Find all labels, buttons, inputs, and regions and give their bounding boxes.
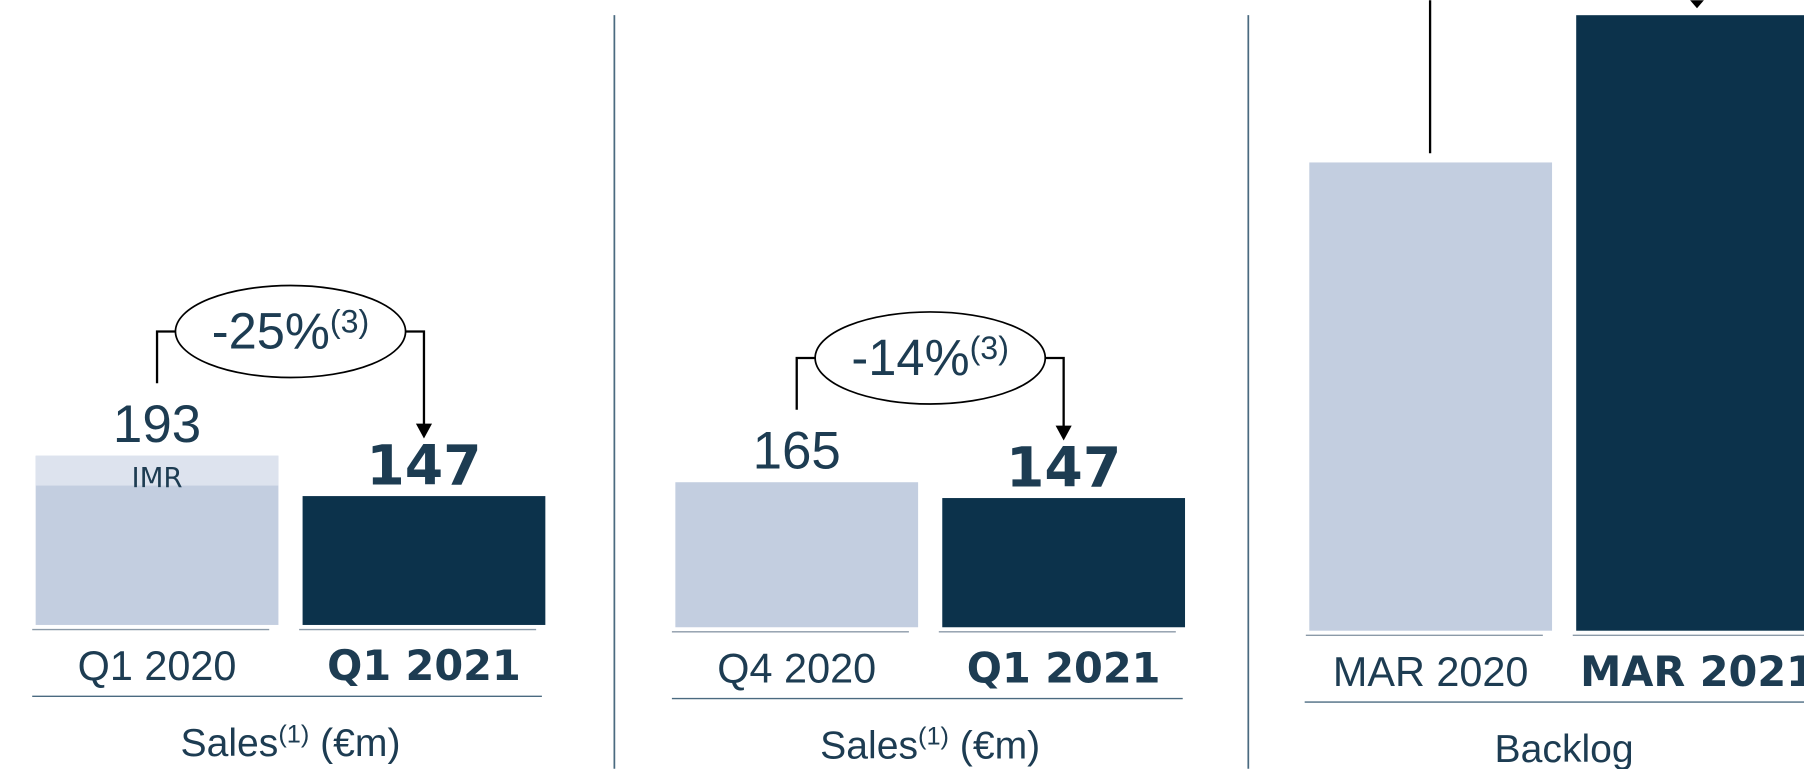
bar bbox=[942, 498, 1186, 628]
axis-title-note: (1) bbox=[278, 720, 309, 748]
x-tick-label: Q1 2020 bbox=[78, 643, 237, 689]
arrow-head bbox=[415, 423, 433, 439]
axis-title: Sales(1) (€m) bbox=[180, 720, 400, 765]
x-tick-label: Q4 2020 bbox=[717, 645, 876, 691]
axis-title-text: Backlog bbox=[1495, 728, 1634, 769]
value-label: 147 bbox=[1006, 437, 1121, 501]
change-bubble bbox=[174, 284, 407, 379]
value-label: 147 bbox=[366, 435, 481, 499]
change-value: -14% bbox=[851, 329, 969, 386]
value-label: 193 bbox=[113, 395, 201, 454]
segment bbox=[35, 455, 279, 486]
segment-label: IMR bbox=[131, 461, 182, 494]
bar bbox=[302, 496, 546, 625]
x-tick-label: Q1 2021 bbox=[967, 644, 1161, 692]
bar bbox=[1576, 15, 1804, 631]
x-tick-label: MAR 2020 bbox=[1333, 649, 1529, 695]
change-value: -25% bbox=[212, 303, 330, 360]
axis-title-text: Sales bbox=[180, 722, 278, 765]
change-note: (3) bbox=[970, 330, 1009, 366]
bar bbox=[675, 482, 919, 628]
value-label: 165 bbox=[753, 421, 841, 480]
axis-title-unit: (€m) bbox=[309, 722, 400, 765]
x-tick-label: Q1 2021 bbox=[327, 642, 521, 690]
axis-title: Sales(1) (€m) bbox=[820, 723, 1040, 768]
change-bubble bbox=[814, 311, 1047, 405]
connector bbox=[155, 330, 426, 428]
change-note: (3) bbox=[330, 304, 369, 340]
axis-title: Backlog bbox=[1495, 728, 1634, 769]
arrow-head bbox=[1690, 0, 1704, 9]
axis-title-unit: (€m) bbox=[949, 724, 1040, 767]
axis-title-note: (1) bbox=[918, 723, 949, 751]
axis-title-text: Sales bbox=[820, 724, 918, 767]
change-label: -25%(3) bbox=[212, 303, 370, 360]
change-label: -14%(3) bbox=[851, 329, 1009, 386]
x-tick-label: MAR 2021 bbox=[1580, 648, 1804, 696]
connector bbox=[795, 356, 1065, 430]
arrow-head bbox=[1055, 425, 1072, 441]
bar bbox=[1309, 162, 1553, 631]
